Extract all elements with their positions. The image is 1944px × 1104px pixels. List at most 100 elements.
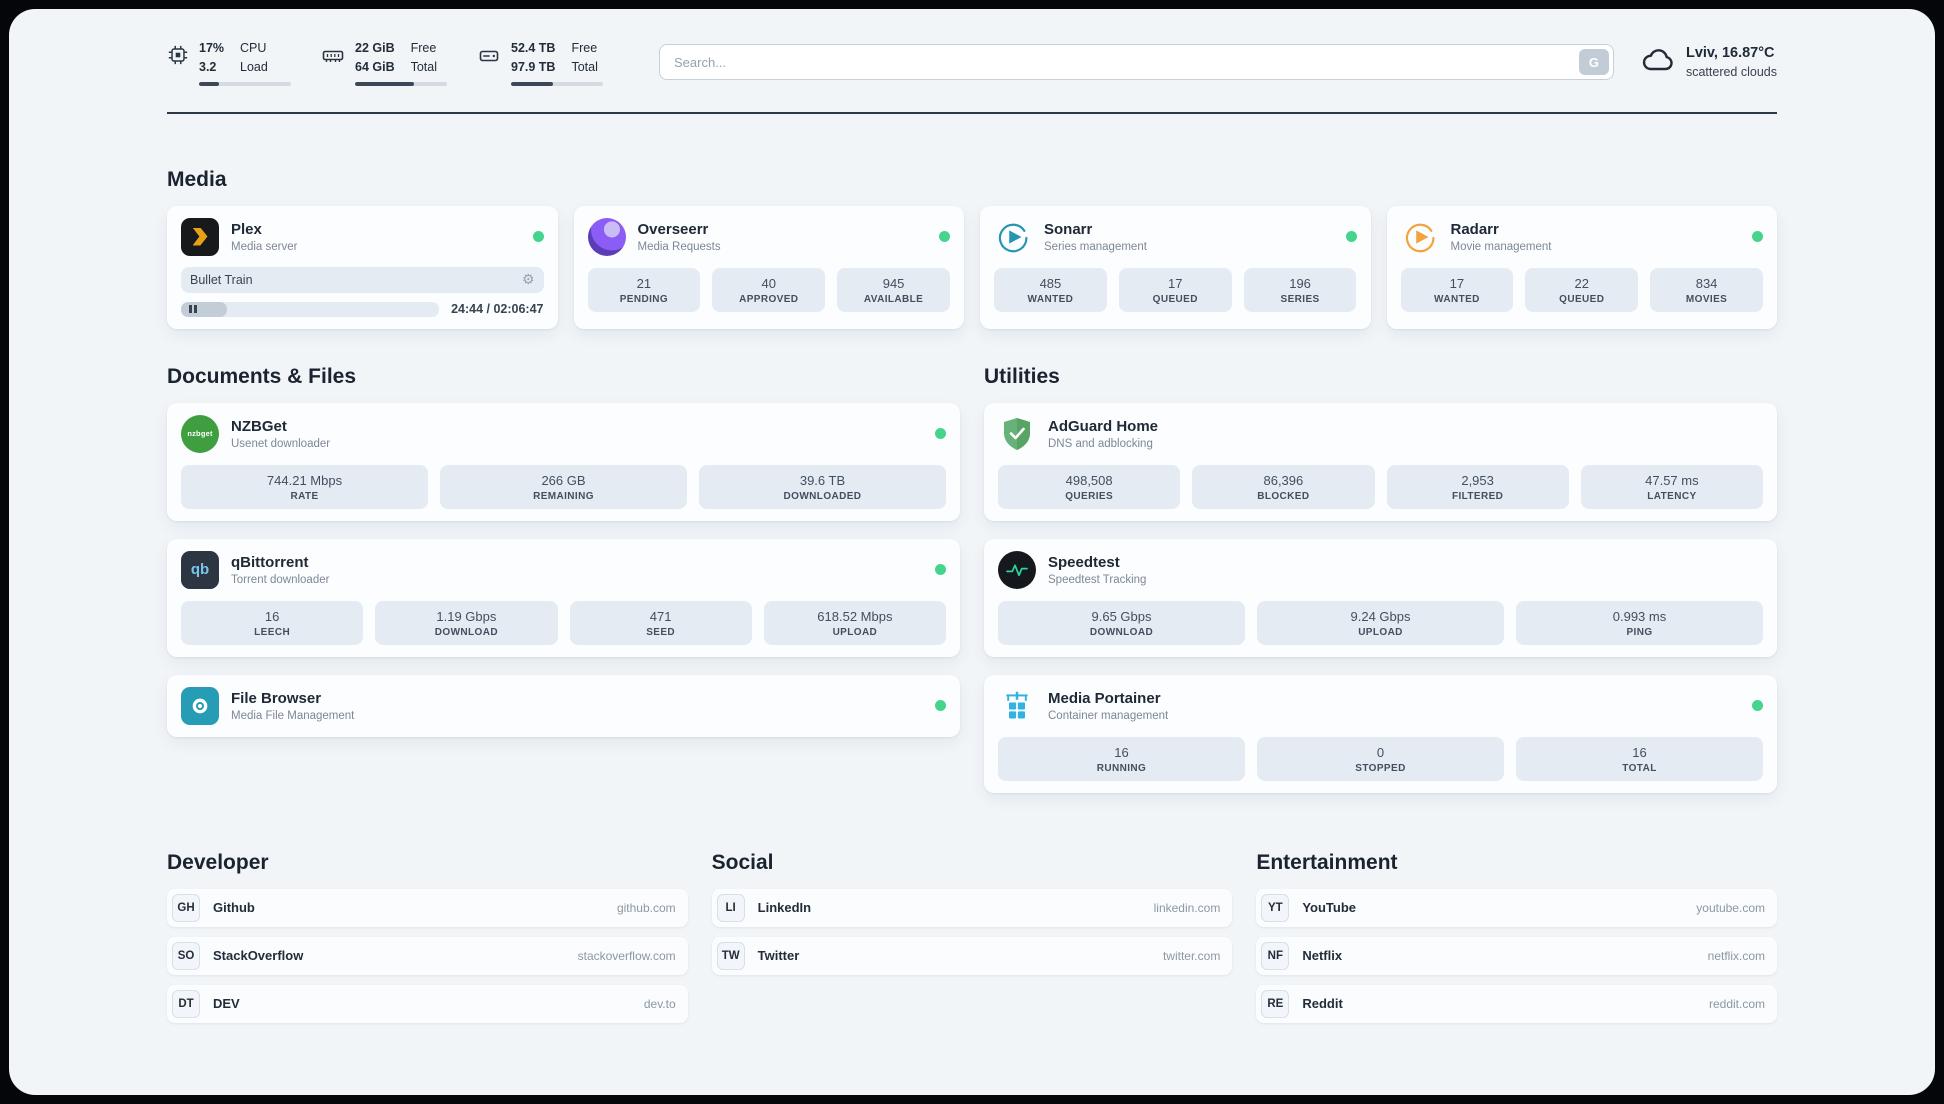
bookmark-youtube[interactable]: YT YouTube youtube.com: [1256, 888, 1777, 927]
media-grid: Plex Media server Bullet Train ⚙ 24:44 /…: [167, 205, 1777, 329]
stat-label: DOWNLOAD: [1089, 626, 1154, 638]
playback-time: 24:44 / 02:06:47: [451, 302, 544, 316]
stat-box: 21 PENDING: [587, 267, 701, 312]
bookmark-url: youtube.com: [1696, 900, 1765, 915]
section-title-developer: Developer: [167, 850, 269, 874]
status-dot: [939, 231, 950, 242]
bookmark-name: LinkedIn: [757, 900, 812, 915]
ram-widget: 22 GiB 64 GiB Free Total: [321, 39, 447, 86]
bookmark-netflix[interactable]: NF Netflix netflix.com: [1256, 936, 1777, 975]
stat-label: QUERIES: [1065, 490, 1114, 502]
cloud-icon: [1640, 42, 1676, 83]
gear-icon[interactable]: ⚙: [521, 271, 535, 287]
ram-total-value: 64 GiB: [355, 59, 395, 74]
stat-label: QUEUED: [1559, 293, 1605, 305]
stat-value: 16: [264, 608, 280, 624]
status-dot: [1345, 231, 1357, 242]
bookmark-name: Netflix: [1302, 948, 1343, 963]
disk-free-label: Free: [571, 41, 598, 55]
search-provider-button[interactable]: G: [1578, 49, 1609, 76]
stat-value: 17: [1168, 275, 1183, 291]
service-card-overseerr[interactable]: Overseerr Media Requests 21 PENDING 40 A…: [573, 205, 964, 329]
stat-value: 39.6 TB: [799, 472, 846, 488]
stat-value: 498,508: [1065, 472, 1113, 488]
cpu-load-value: 3.2: [199, 59, 217, 74]
stat-value: 471: [649, 608, 672, 624]
plex-icon: [181, 217, 219, 256]
status-dot: [532, 231, 544, 242]
hard-drive-icon: [477, 44, 501, 73]
stat-box: 266 GB REMAINING: [440, 464, 687, 509]
stat-value: 744.21 Mbps: [266, 472, 343, 488]
service-card-radarr[interactable]: Radarr Movie management 17 WANTED 22 QUE…: [1386, 205, 1777, 329]
stat-label: LEECH: [254, 626, 291, 638]
bookmark-url: stackoverflow.com: [577, 948, 676, 963]
service-card-speedtest[interactable]: Speedtest Speedtest Tracking 9.65 Gbps D…: [984, 538, 1777, 657]
stat-value: 196: [1289, 275, 1311, 291]
now-playing-title: Bullet Train: [190, 272, 253, 287]
stat-label: DOWNLOADED: [783, 490, 862, 502]
service-card-portainer[interactable]: Media Portainer Container management 16 …: [984, 674, 1777, 793]
status-dot: [935, 700, 946, 711]
bookmark-github[interactable]: GH Github github.com: [167, 888, 688, 927]
weather-widget[interactable]: Lviv, 16.87°C scattered clouds: [1640, 42, 1777, 83]
service-card-qbittorrent[interactable]: qb qBittorrent Torrent downloader 16 LEE…: [167, 538, 960, 657]
service-card-filebrowser[interactable]: File Browser Media File Management: [167, 674, 960, 737]
cpu-usage-value: 17%: [199, 41, 225, 55]
service-subtitle: Speedtest Tracking: [1048, 573, 1147, 586]
stat-label: PENDING: [619, 293, 669, 305]
status-dot: [1752, 700, 1763, 711]
stat-box: 17 QUEUED: [1118, 267, 1232, 312]
bookmarks-developer: Developer GH Github github.com SO StackO…: [167, 851, 688, 1033]
stat-value: 16: [1632, 744, 1647, 760]
stat-box: 39.6 TB DOWNLOADED: [699, 464, 946, 509]
bookmark-linkedin[interactable]: LI LinkedIn linkedin.com: [711, 888, 1233, 927]
stat-label: RUNNING: [1096, 762, 1147, 774]
bookmark-reddit[interactable]: RE Reddit reddit.com: [1256, 984, 1777, 1023]
stat-label: REMAINING: [533, 490, 594, 502]
service-subtitle: Media server: [231, 240, 298, 253]
service-name: qBittorrent: [231, 553, 309, 571]
bookmark-stackoverflow[interactable]: SO StackOverflow stackoverflow.com: [167, 936, 688, 975]
radarr-icon: [1401, 218, 1439, 256]
pause-icon[interactable]: [189, 305, 197, 313]
stat-label: LATENCY: [1647, 490, 1697, 502]
disk-widget: 52.4 TB 97.9 TB Free Total: [477, 39, 603, 86]
service-subtitle: Series management: [1044, 240, 1147, 253]
bookmark-url: twitter.com: [1162, 948, 1221, 963]
service-card-sonarr[interactable]: Sonarr Series management 485 WANTED 17 Q…: [980, 205, 1371, 329]
stat-value: 21: [636, 275, 652, 291]
ram-free-label: Free: [410, 41, 437, 55]
bookmark-abbr-badge: LI: [716, 893, 745, 922]
stat-label: QUEUED: [1152, 293, 1198, 305]
now-playing-bar: Bullet Train ⚙: [181, 266, 544, 293]
bookmarks-entertainment: Entertainment YT YouTube youtube.com NF …: [1256, 851, 1777, 1033]
nzbget-icon: nzbget: [181, 414, 219, 453]
stat-box: 9.24 Gbps UPLOAD: [1257, 600, 1504, 645]
bookmark-dev[interactable]: DT DEV dev.to: [167, 984, 688, 1023]
stat-value: 0: [1376, 744, 1385, 760]
section-title-social: Social: [711, 850, 774, 874]
service-card-nzbget[interactable]: nzbget NZBGet Usenet downloader 744.21 M…: [167, 402, 960, 521]
sonarr-icon: [994, 218, 1032, 256]
service-name: Sonarr: [1044, 220, 1093, 238]
status-dot: [935, 428, 946, 439]
stat-label: FILTERED: [1451, 490, 1504, 502]
bookmark-url: dev.to: [643, 996, 676, 1011]
service-card-plex[interactable]: Plex Media server Bullet Train ⚙ 24:44 /…: [167, 205, 558, 329]
stat-value: 1.19 Gbps: [436, 608, 497, 624]
playback-progress-bar[interactable]: [181, 301, 440, 317]
weather-location: Lviv, 16.87°C: [1685, 45, 1775, 62]
stat-value: 17: [1449, 275, 1465, 291]
stat-label: WANTED: [1434, 293, 1480, 305]
stat-label: TOTAL: [1622, 762, 1657, 774]
cpu-label: CPU: [240, 41, 267, 55]
search-bar: G: [659, 44, 1614, 81]
stat-box: 744.21 Mbps RATE: [181, 464, 428, 509]
search-input[interactable]: [659, 44, 1614, 81]
bookmark-name: DEV: [213, 996, 240, 1011]
service-card-adguard[interactable]: AdGuard Home DNS and adblocking 498,508 …: [984, 402, 1777, 521]
bookmark-twitter[interactable]: TW Twitter twitter.com: [711, 936, 1233, 975]
stat-label: APPROVED: [739, 293, 799, 305]
stat-box: 16 LEECH: [181, 600, 364, 645]
